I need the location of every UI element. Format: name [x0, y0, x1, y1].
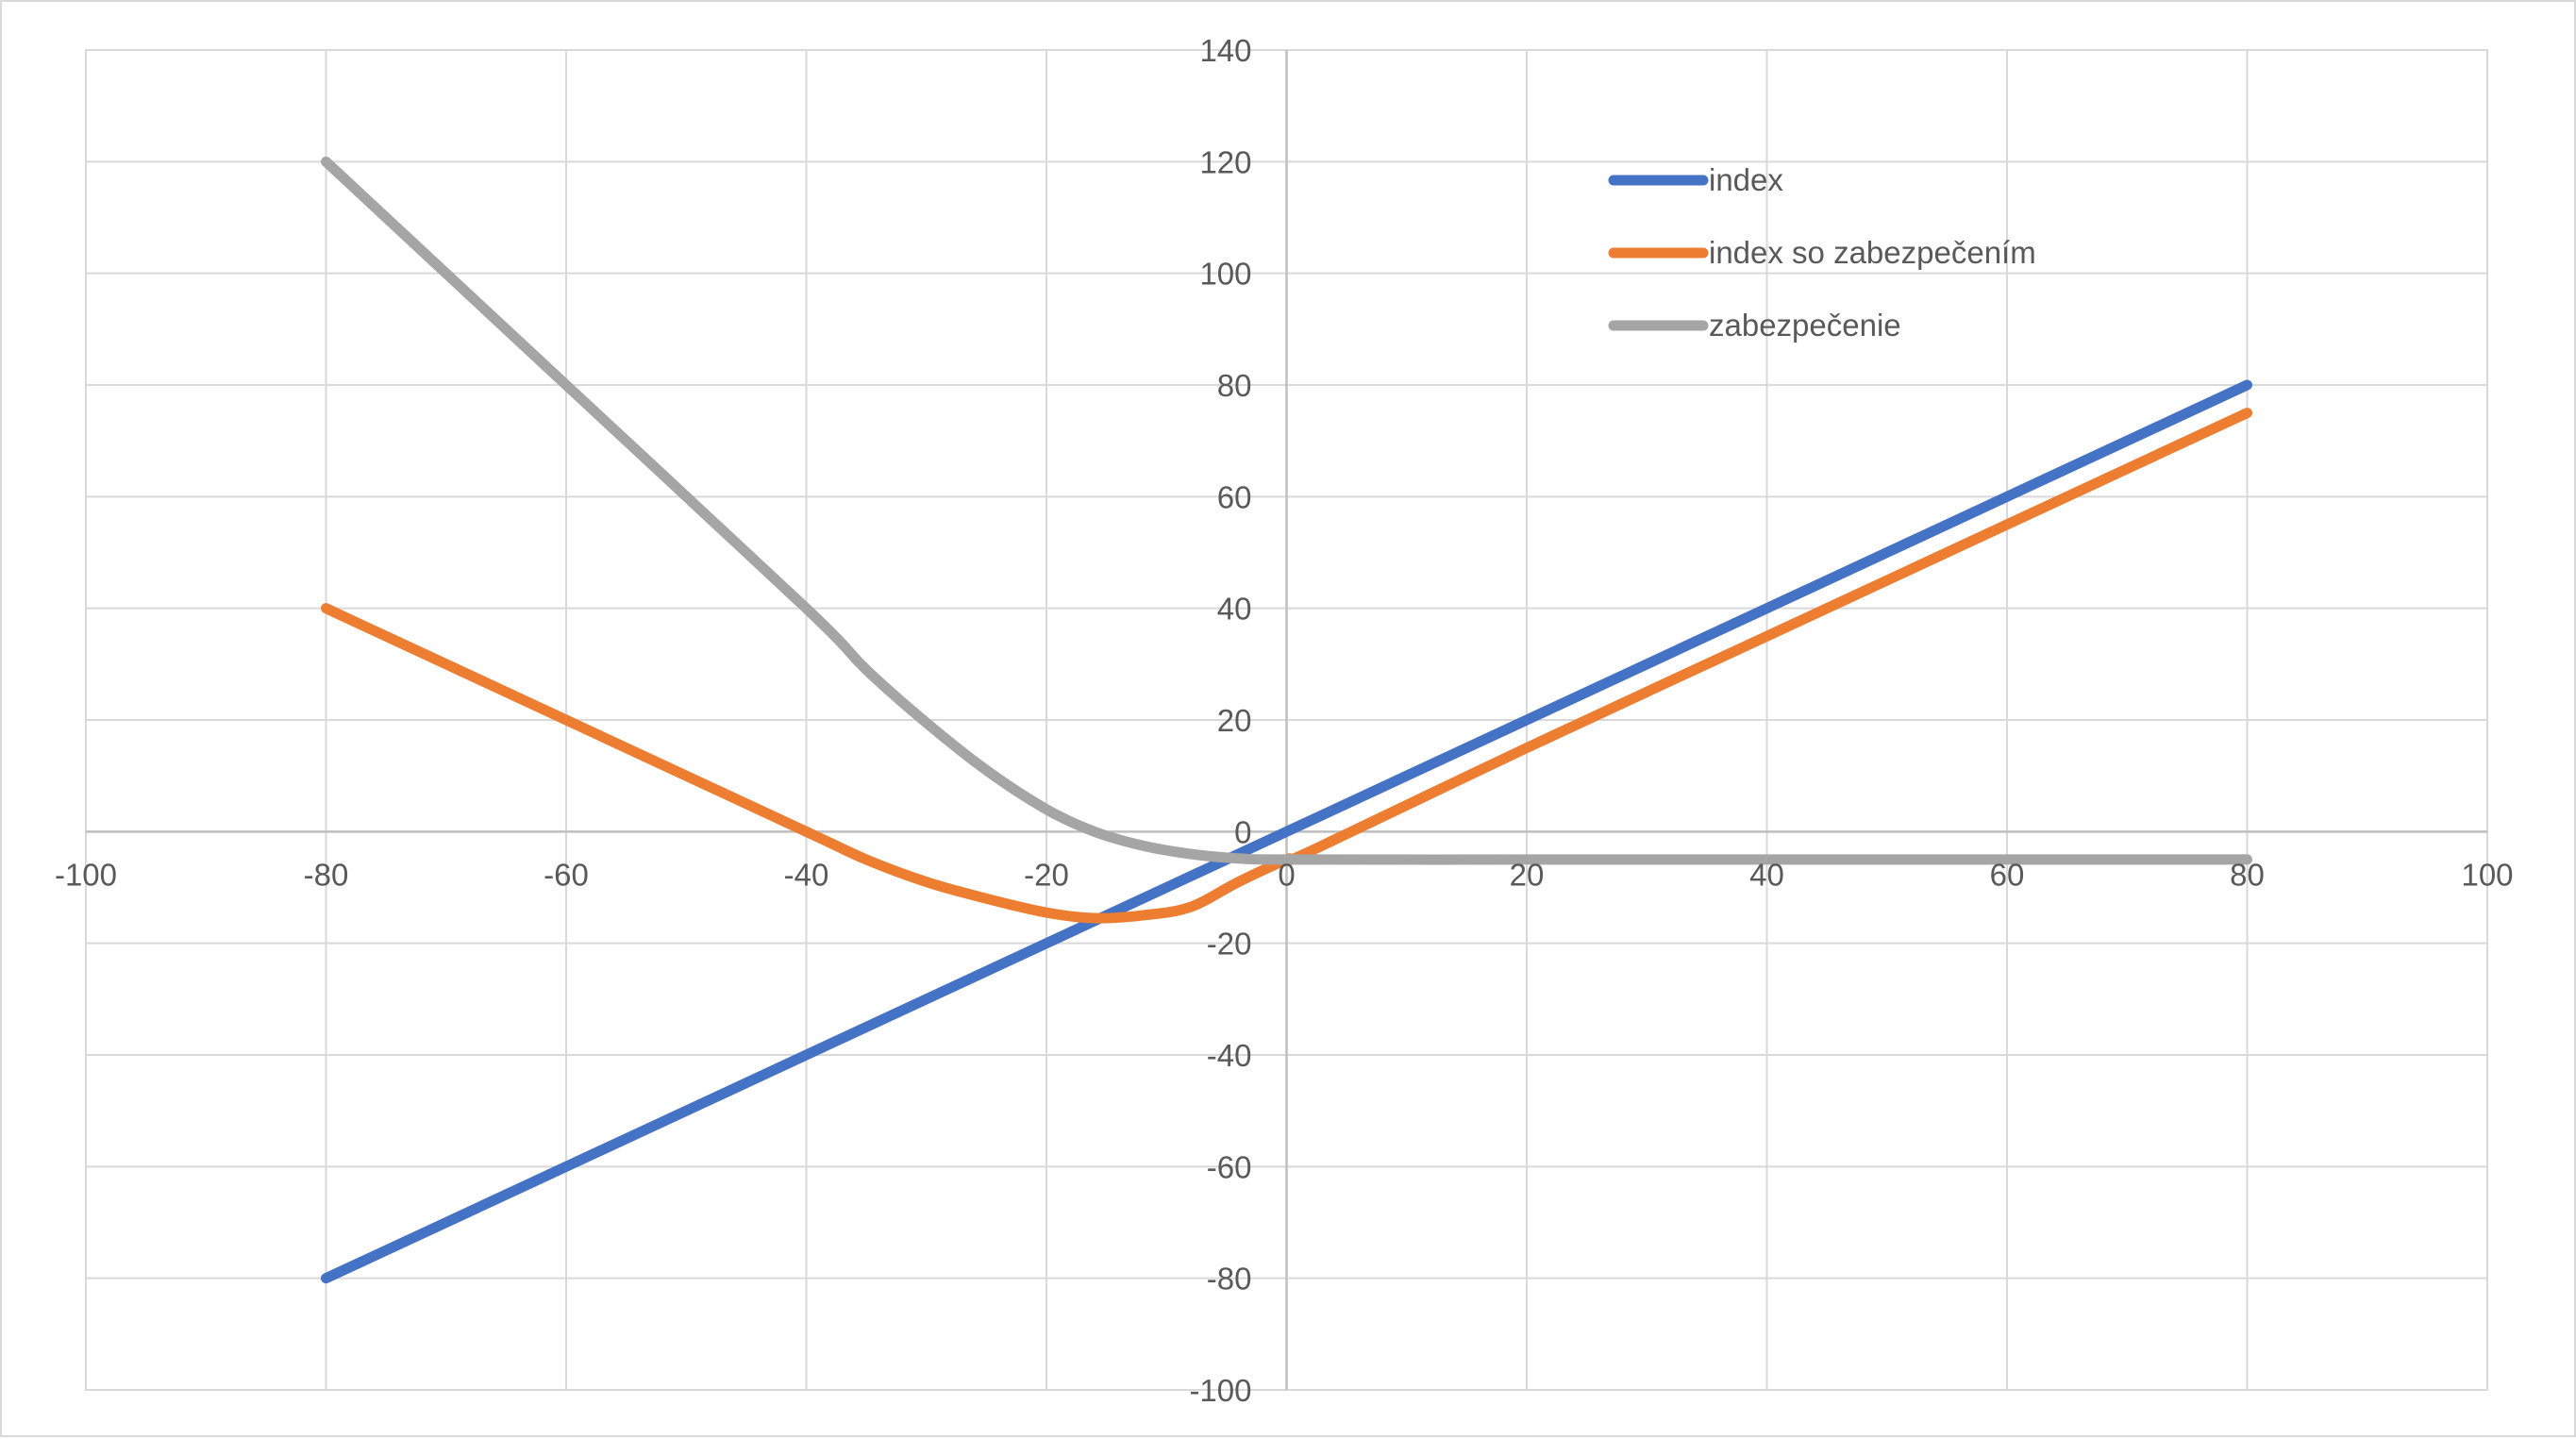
series-line-1: [321, 408, 2252, 924]
y-tick-label: -80: [1207, 1262, 1252, 1297]
y-tick-label: 40: [1217, 592, 1252, 627]
x-tick-label: -100: [55, 857, 117, 892]
x-tick-label: 80: [2230, 857, 2265, 892]
x-tick-label: 20: [1510, 857, 1545, 892]
y-tick-label: -100: [1189, 1373, 1251, 1408]
x-tick-label: 60: [1990, 857, 2025, 892]
y-tick-label: 20: [1217, 703, 1252, 738]
x-tick-label: -20: [1024, 857, 1069, 892]
legend-label: index so zabezpečením: [1709, 235, 2036, 270]
y-tick-label: 120: [1199, 144, 1251, 179]
y-tick-label: -60: [1207, 1149, 1252, 1184]
legend-label: zabezpečenie: [1709, 308, 1901, 343]
y-tick-label: 100: [1199, 257, 1251, 292]
x-tick-label: -40: [784, 857, 829, 892]
y-tick-label: 60: [1217, 479, 1252, 514]
tick-labels: -100 -80 -60 -40 -20 0 20 40 60 80 100 -100 -80 -60 -4…: [55, 33, 2514, 1408]
legend-label: index: [1709, 162, 1783, 197]
series-line-2: [321, 156, 2252, 865]
legend: index index so zabezpečením zabezpečenie: [1608, 162, 2036, 343]
y-tick-label: 0: [1234, 814, 1251, 849]
x-tick-label: 100: [2461, 857, 2513, 892]
y-tick-label: 140: [1199, 33, 1251, 68]
y-tick-label: -40: [1207, 1038, 1252, 1073]
x-tick-label: -60: [544, 857, 589, 892]
y-tick-label: 80: [1217, 368, 1252, 403]
x-tick-label: 40: [1749, 857, 1784, 892]
series-line-0: [321, 379, 2252, 1284]
series-lines: [321, 156, 2252, 1284]
x-tick-label: -80: [304, 857, 349, 892]
y-tick-label: -20: [1207, 927, 1252, 962]
x-tick-label: 0: [1278, 857, 1295, 892]
